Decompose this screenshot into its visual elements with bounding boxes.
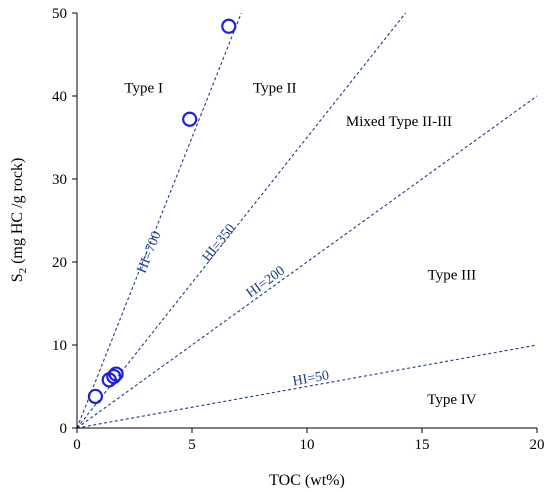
region-label: Mixed Type II-III — [346, 114, 452, 130]
data-point — [108, 366, 124, 382]
hi-line-label: HI=200 — [244, 264, 288, 302]
x-tick-label: 15 — [415, 437, 430, 453]
y-tick-label: 30 — [52, 172, 67, 188]
y-tick-label: 40 — [52, 89, 67, 105]
hi-lines — [76, 12, 538, 429]
hi-line-label: HI=50 — [292, 368, 331, 389]
hi-line-label: HI=350 — [200, 221, 239, 265]
y-tick-label: 50 — [52, 6, 67, 22]
hi-line-label: HI=700 — [135, 229, 165, 275]
y-tick-label: 10 — [52, 338, 67, 354]
data-point — [182, 111, 198, 127]
axes — [76, 13, 537, 429]
data-point — [106, 368, 122, 385]
x-tick-label: 0 — [73, 437, 81, 453]
x-ticks: 0 5 10 15 20 — [73, 428, 545, 453]
region-label: Type III — [428, 267, 477, 283]
y-tick-label: 0 — [60, 421, 68, 437]
region-label: Type II — [253, 81, 297, 97]
hi-line-700 — [76, 12, 242, 429]
y-tick-label: 20 — [52, 255, 67, 271]
region-labels: Type I Type II Mixed Type II-III Type III Ty… — [124, 81, 476, 408]
data-point — [221, 18, 237, 34]
hi-line-350 — [76, 12, 407, 429]
y-ticks: 0 10 20 30 40 50 — [52, 6, 77, 437]
hi-line-200 — [76, 95, 538, 429]
data-points — [87, 18, 237, 405]
x-tick-label: 5 — [188, 437, 196, 453]
y-axis-title-main: S — [9, 273, 26, 282]
data-point — [87, 388, 104, 405]
y-axis-title: S2 (mg HC /g rock) — [9, 158, 29, 283]
x-tick-label: 20 — [530, 437, 545, 453]
hi-line-50 — [76, 344, 538, 429]
x-tick-label: 10 — [300, 437, 315, 453]
region-label: Type IV — [427, 392, 477, 408]
region-label: Type I — [124, 81, 163, 97]
x-axis-title: TOC (wt%) — [269, 472, 345, 489]
y-axis-title-subscript: 2 — [17, 268, 29, 274]
y-axis-title-rest: (mg HC /g rock) — [9, 158, 26, 268]
